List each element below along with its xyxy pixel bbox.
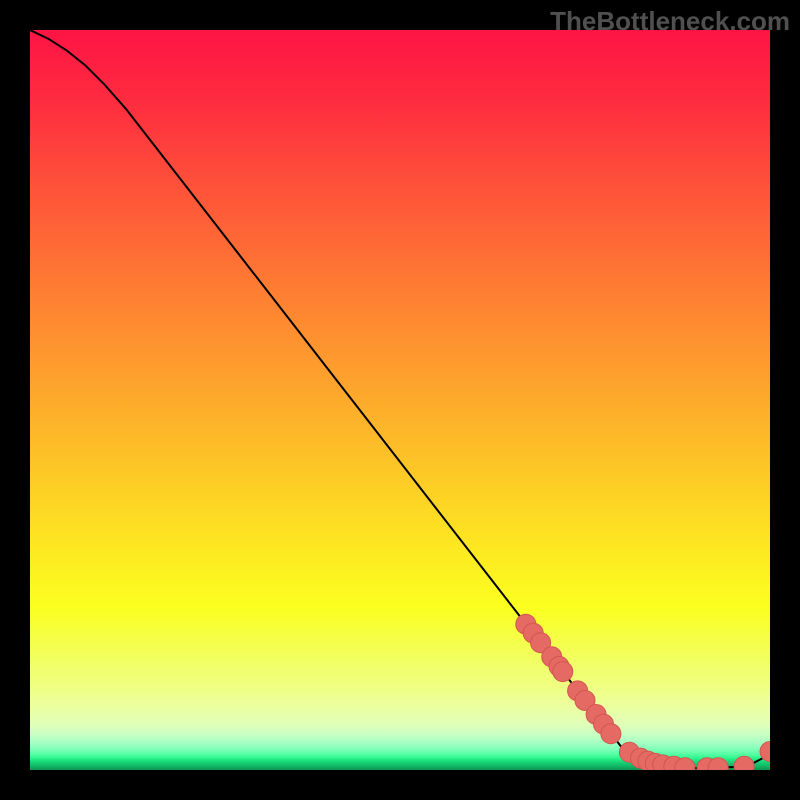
watermark-text: TheBottleneck.com [550,6,790,37]
data-marker [601,724,621,744]
plot-background [30,30,770,770]
chart-container: TheBottleneck.com [0,0,800,800]
data-marker [553,662,573,682]
plot-area [30,30,770,770]
